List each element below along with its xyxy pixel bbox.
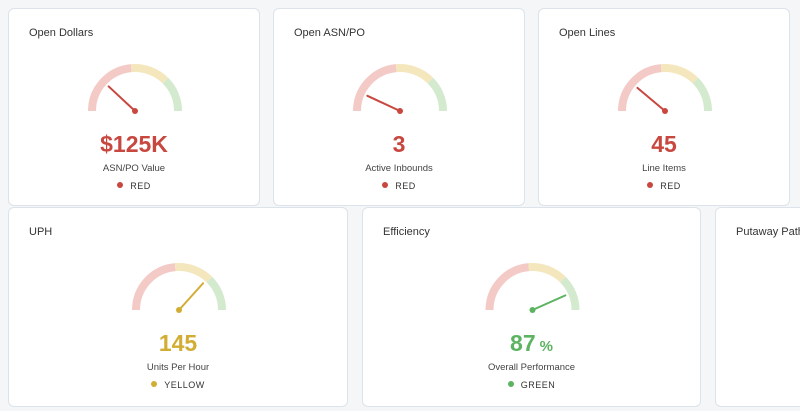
metric-value: 87% [363, 330, 700, 357]
status-text: RED [130, 181, 151, 191]
metric-value: $125K [9, 131, 259, 158]
gauge-arc [395, 64, 434, 84]
gauge-arc [88, 64, 132, 112]
gauge-arc [618, 64, 662, 112]
gauge-arc [660, 64, 699, 84]
card-title: Open ASN/PO [294, 27, 365, 39]
metric-subtitle: ASN/PO Value [102, 163, 166, 174]
gauge-arc [130, 64, 169, 84]
status: RED [274, 181, 524, 191]
gauge [485, 263, 580, 313]
metric-subtitle: Overall Performance [487, 362, 576, 373]
status-dot [647, 182, 654, 188]
gauge-arc [162, 77, 182, 112]
gauge [88, 64, 182, 114]
gauge-needle [107, 85, 136, 112]
metric-subtitle: Line Items [642, 163, 686, 174]
gauge-arc [174, 263, 213, 283]
value-text: 3 [392, 131, 406, 157]
gauge [618, 64, 712, 114]
gauge-arc [353, 64, 397, 112]
value-text: 87 [510, 330, 536, 356]
gauge-hub [397, 108, 403, 114]
metric-value: 3 [274, 131, 524, 158]
value-text: $125K [100, 131, 168, 157]
status: YELLOW [9, 380, 347, 390]
gauge-needle [531, 294, 567, 311]
card-title: Open Lines [559, 27, 616, 39]
card-title: Putaway Path [736, 226, 800, 238]
gauge-arc [692, 77, 712, 112]
gauge [132, 263, 226, 313]
status-dot [151, 381, 158, 387]
status-text: RED [660, 181, 681, 191]
gauge [353, 64, 447, 114]
value-text: 145 [158, 330, 198, 356]
gauge-arc [206, 276, 226, 311]
gauge-arc [132, 263, 176, 311]
status-dot [507, 381, 514, 387]
status-text: GREEN [520, 380, 556, 390]
gauge-arc [528, 263, 566, 283]
card-title: Efficiency [383, 226, 430, 238]
gauge-needle [366, 94, 401, 112]
metric-card: Open Dollars $125K ASN/PO Value RED [8, 8, 260, 206]
gauge-hub [176, 307, 182, 313]
metric-value: 45 [539, 131, 789, 158]
gauge-needle [178, 282, 205, 311]
gauge-needle [636, 86, 666, 112]
card-title: UPH [29, 226, 53, 238]
metric-card: Open Lines 45 Line Items RED [538, 8, 790, 206]
status-text: YELLOW [164, 380, 205, 390]
metric-card: Efficiency 87% Overall Performance GREEN [362, 207, 701, 407]
gauge-arc [559, 276, 580, 311]
gauge-arc [485, 263, 530, 311]
gauge-arc [427, 77, 447, 112]
card-title: Open Dollars [29, 27, 94, 39]
metric-card: UPH 145 Units Per Hour YELLOW [8, 207, 348, 407]
status-dot [117, 182, 124, 188]
metric-value: 145 [9, 330, 347, 357]
value-unit: % [539, 338, 553, 355]
metric-card: Open ASN/PO 3 Active Inbounds RED [273, 8, 525, 206]
value-text: 45 [651, 131, 677, 157]
status: GREEN [363, 380, 700, 390]
status-dot [382, 182, 389, 188]
gauge-hub [662, 108, 668, 114]
metric-subtitle: Units Per Hour [146, 362, 210, 373]
metric-card: Putaway Path [715, 207, 800, 407]
status-text: RED [395, 181, 416, 191]
metric-subtitle: Active Inbounds [365, 163, 433, 174]
status: RED [539, 181, 789, 191]
gauge-hub [132, 108, 138, 114]
status: RED [9, 181, 259, 191]
gauge-hub [529, 307, 536, 313]
